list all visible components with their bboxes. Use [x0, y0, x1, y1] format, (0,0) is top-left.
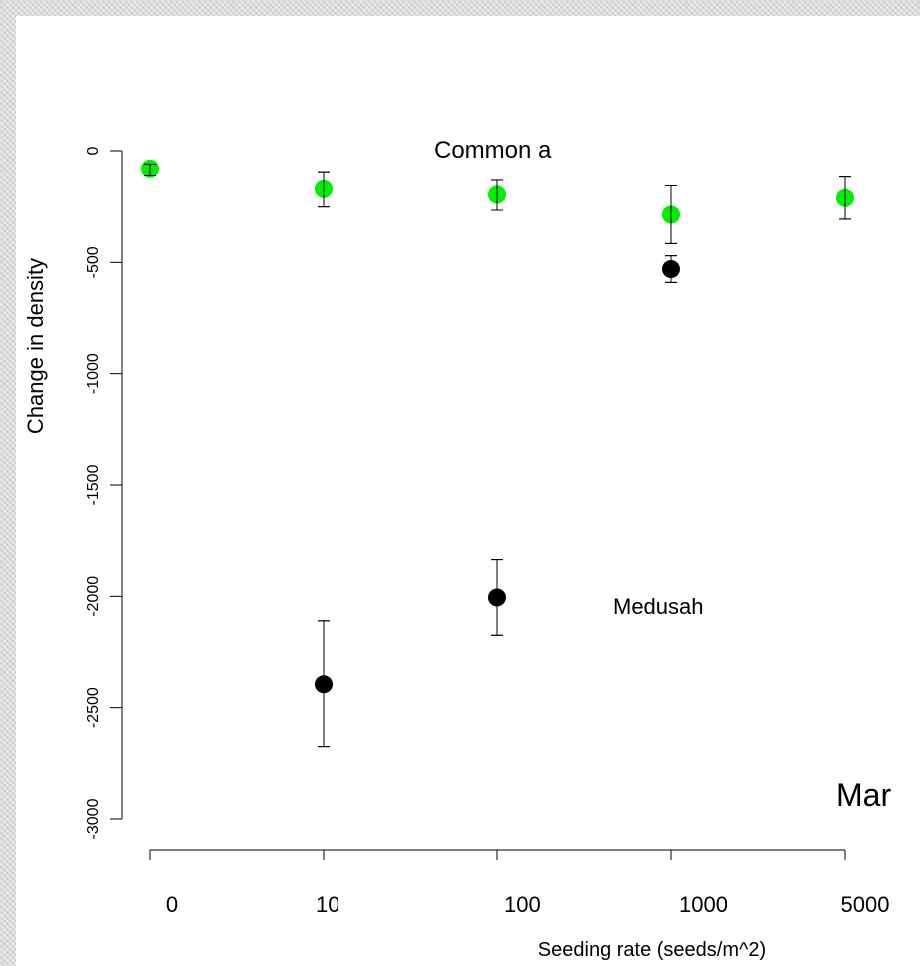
x-tick-label: 1000	[679, 892, 728, 917]
y-axis-title: Change in density	[23, 258, 48, 434]
chart-text: Change in density Seeding rate (seeds/m^2…	[23, 137, 891, 961]
error-bars	[144, 163, 851, 748]
annotation-common-annual: Common a	[434, 137, 552, 164]
y-tick-label: -2000	[85, 576, 102, 617]
y-tick-label: -500	[85, 246, 102, 278]
scatter-chart: 0 -500 -1000 -1500 -2000 -2500 -3000 0 10 100 1000…	[23, 137, 891, 961]
x-tick-label: 10	[316, 892, 340, 917]
y-tick-label: -3000	[85, 798, 102, 839]
y-tick-label: -1000	[85, 353, 102, 394]
annotation-mar: Mar	[836, 777, 891, 813]
chart-slide: 0 -500 -1000 -1500 -2000 -2500 -3000 0 10 100 1000…	[16, 16, 920, 966]
x-axis-title: Seeding rate (seeds/m^2)	[538, 939, 766, 961]
x-tick-label: 100	[504, 892, 541, 917]
data-points	[141, 159, 854, 748]
axes: 0 -500 -1000 -1500 -2000 -2500 -3000 0 10 100 1000…	[85, 146, 889, 917]
y-tick-label: 0	[85, 146, 102, 155]
x-tick-label: 0	[166, 892, 178, 917]
y-tick-label: -1500	[85, 464, 102, 505]
annotation-medusahead: Medusah	[613, 594, 704, 619]
y-tick-label: -2500	[85, 687, 102, 728]
x-tick-label: 5000	[841, 892, 890, 917]
